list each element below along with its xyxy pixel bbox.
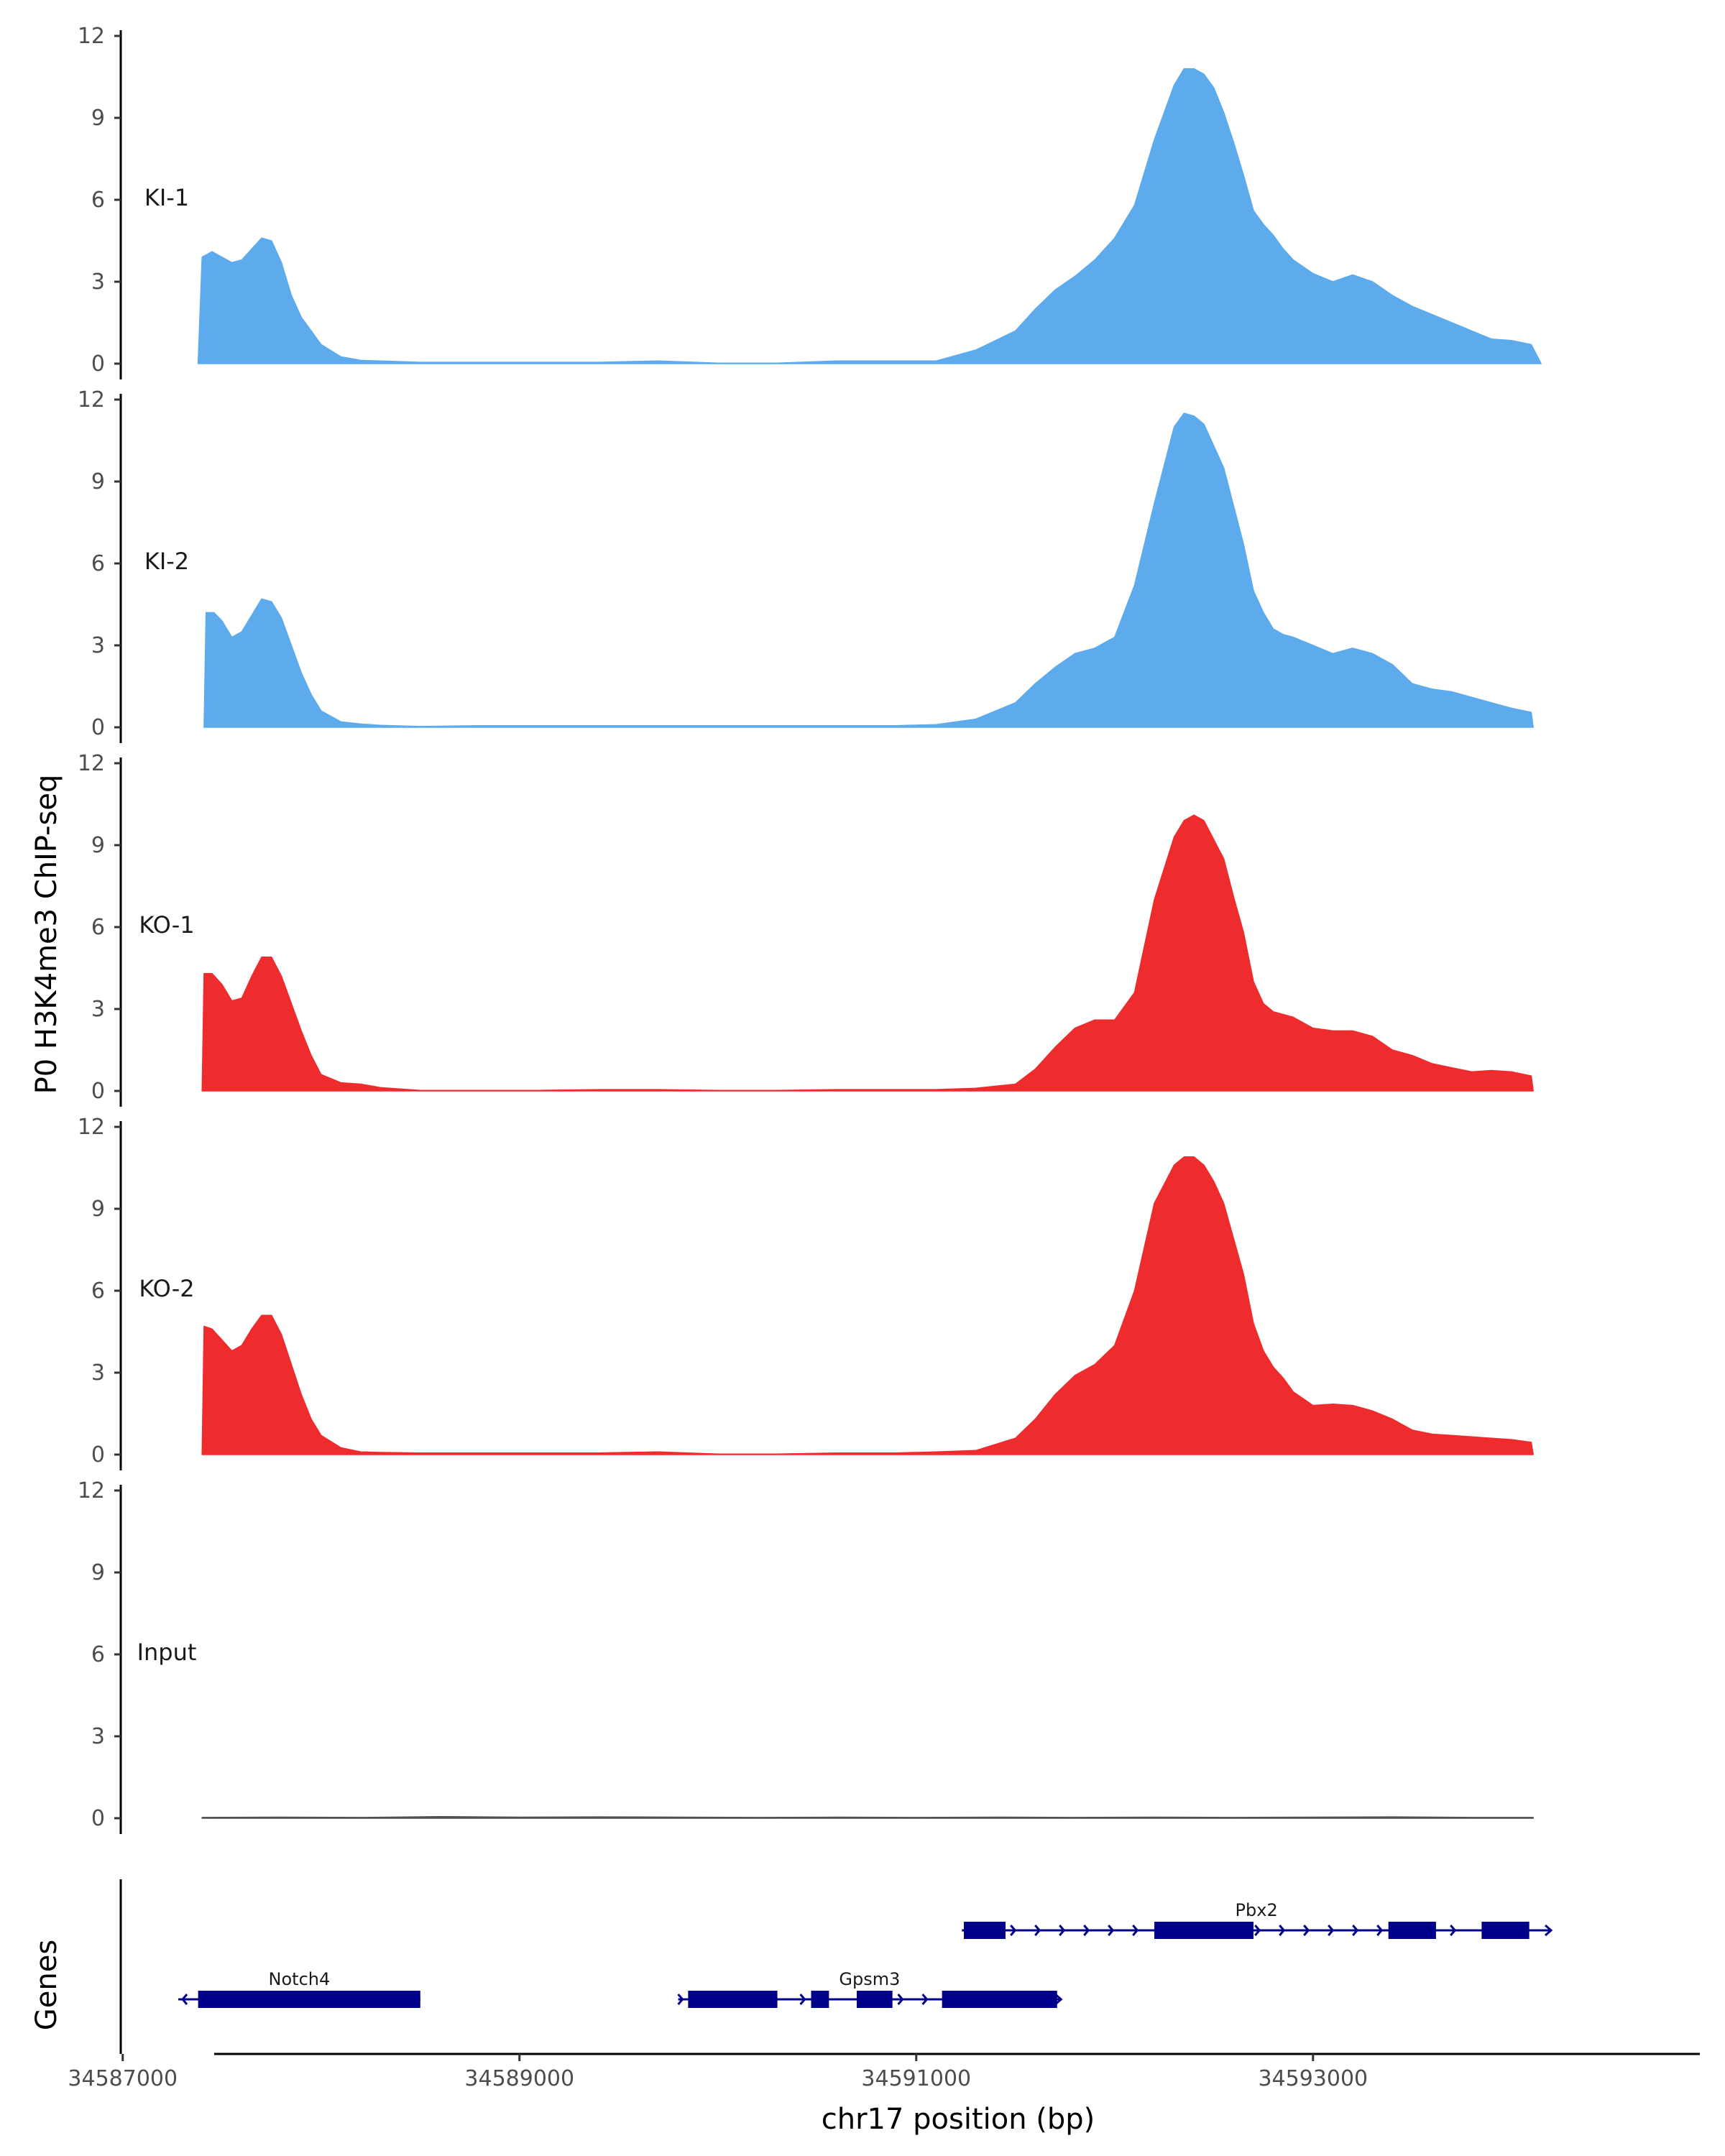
signal-area <box>201 814 1534 1092</box>
strand-arrow <box>799 1994 806 2005</box>
signal-tracks: 0 3 6 9 12 KI-1 0 3 6 9 12 KI-2 0 3 6 9 12 KO-1 0 3 6 9 12 KO-2… <box>78 24 1542 1834</box>
gene-exon <box>688 1991 778 2008</box>
track-label: KI-1 <box>144 184 189 211</box>
gene-pbx2: Pbx2 <box>962 1900 1553 1939</box>
track-label: Input <box>137 1639 197 1666</box>
track-label: KO-1 <box>139 911 194 939</box>
x-axis: 34587000 34589000 34591000 34593000 <box>68 2053 1700 2091</box>
strand-arrow <box>897 1994 904 2005</box>
x-tick-label: 34591000 <box>861 2066 971 2091</box>
signal-area <box>197 68 1542 364</box>
y-tick-label: 6 <box>91 188 105 213</box>
genes-axis-title: Genes <box>30 1940 63 2030</box>
strand-arrow <box>1054 1993 1063 2006</box>
gene-exon <box>1481 1922 1530 1939</box>
strand-arrow <box>1083 1925 1090 1936</box>
strand-arrow <box>181 1994 188 2005</box>
strand-arrow <box>1059 1925 1066 1936</box>
y-tick-label: 9 <box>91 833 105 858</box>
y-tick-label: 0 <box>91 715 105 740</box>
strand-arrow <box>1545 1924 1553 1937</box>
strand-arrow <box>1254 1925 1261 1936</box>
x-axis-title: chr17 position (bp) <box>822 2103 1095 2136</box>
gene-gpsm3: Gpsm3 <box>677 1969 1063 2008</box>
x-tick-label: 34589000 <box>464 2066 574 2091</box>
strand-arrow <box>1352 1925 1359 1936</box>
track-ki-2: 0 3 6 9 12 KI-2 <box>78 387 1534 743</box>
strand-arrow <box>1132 1925 1139 1936</box>
y-tick-label: 3 <box>91 997 105 1022</box>
y-tick-label: 9 <box>91 1197 105 1222</box>
strand-arrow <box>677 1994 684 2005</box>
gene-exon <box>942 1991 1057 2008</box>
track-label: KO-2 <box>139 1275 194 1302</box>
y-tick-label: 12 <box>78 751 105 776</box>
strand-arrow <box>921 1994 929 2005</box>
y-tick-label: 0 <box>91 1079 105 1104</box>
y-tick-label: 9 <box>91 469 105 494</box>
strand-arrow <box>1279 1925 1286 1936</box>
gene-exon <box>198 1991 420 2008</box>
y-tick-label: 9 <box>91 1560 105 1585</box>
y-axis-title: P0 H3K4me3 ChIP-seq <box>30 775 63 1095</box>
signal-area <box>203 413 1534 728</box>
y-tick-label: 0 <box>91 1806 105 1831</box>
x-tick-label: 34593000 <box>1258 2066 1368 2091</box>
track-input: 0 3 6 9 12 Input <box>78 1478 1534 1834</box>
strand-arrow <box>1376 1925 1384 1936</box>
signal-area <box>201 1156 1534 1455</box>
gene-label: Pbx2 <box>1236 1900 1278 1920</box>
y-tick-label: 6 <box>91 1279 105 1304</box>
gene-exon <box>856 1991 893 2008</box>
y-tick-label: 9 <box>91 106 105 131</box>
track-ki-1: 0 3 6 9 12 KI-1 <box>78 24 1542 379</box>
gene-notch4: Notch4 <box>178 1969 420 2008</box>
strand-arrow <box>1450 1925 1457 1936</box>
gene-exon <box>1388 1922 1436 1939</box>
y-tick-label: 12 <box>78 1115 105 1140</box>
y-tick-label: 3 <box>91 633 105 658</box>
gene-label: Notch4 <box>269 1969 331 1989</box>
y-tick-label: 12 <box>78 387 105 413</box>
strand-arrow <box>1303 1925 1310 1936</box>
y-tick-label: 3 <box>91 270 105 295</box>
strand-arrow <box>1034 1925 1041 1936</box>
y-tick-label: 0 <box>91 351 105 377</box>
gene-exon <box>811 1991 829 2008</box>
y-tick-label: 12 <box>78 1478 105 1503</box>
track-ko-1: 0 3 6 9 12 KO-1 <box>78 751 1534 1107</box>
signal-area <box>201 1815 1534 1819</box>
gene-exon <box>1154 1922 1254 1939</box>
strand-arrow <box>1108 1925 1115 1936</box>
gene-annotation-track: Pbx2 Notch4 Gpsm3 <box>119 1879 1553 2054</box>
x-tick-label: 34587000 <box>68 2066 178 2091</box>
y-tick-label: 12 <box>78 24 105 49</box>
y-tick-label: 0 <box>91 1442 105 1468</box>
strand-arrow <box>1328 1925 1335 1936</box>
y-tick-label: 3 <box>91 1360 105 1386</box>
y-tick-label: 6 <box>91 915 105 940</box>
y-tick-label: 6 <box>91 1642 105 1667</box>
track-ko-2: 0 3 6 9 12 KO-2 <box>78 1115 1534 1470</box>
track-label: KI-2 <box>144 548 189 575</box>
strand-arrow <box>1010 1925 1017 1936</box>
y-tick-label: 3 <box>91 1724 105 1749</box>
gene-label: Gpsm3 <box>839 1969 900 1989</box>
gene-exon <box>964 1922 1006 1939</box>
y-tick-label: 6 <box>91 551 105 576</box>
